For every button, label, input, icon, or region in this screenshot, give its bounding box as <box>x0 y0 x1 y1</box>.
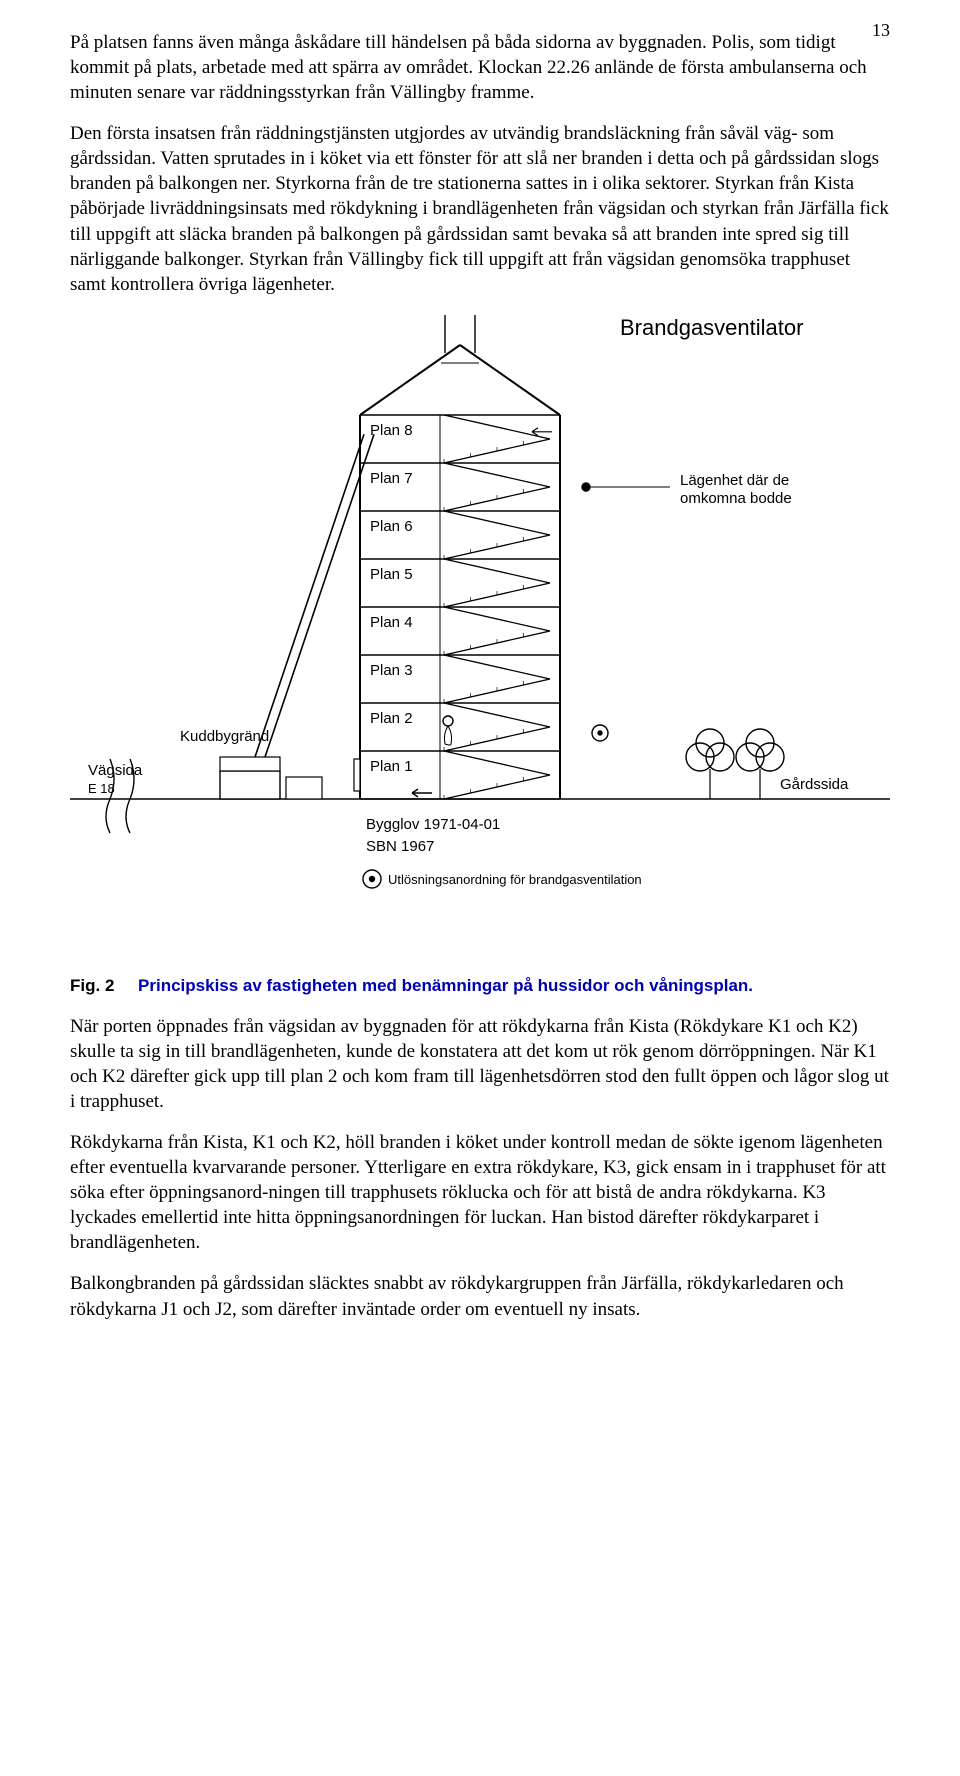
svg-text:Utlösningsanordning för brandg: Utlösningsanordning för brandgasventilat… <box>388 872 642 887</box>
svg-text:Kuddbygränd: Kuddbygränd <box>180 728 269 745</box>
svg-text:Plan 3: Plan 3 <box>370 662 413 679</box>
paragraph-3: När porten öppnades från vägsidan av byg… <box>70 1014 890 1114</box>
svg-text:Lägenhet där de: Lägenhet där de <box>680 472 789 489</box>
svg-text:SBN 1967: SBN 1967 <box>366 838 434 855</box>
svg-text:Gårdssida: Gårdssida <box>780 776 849 793</box>
svg-text:Plan 8: Plan 8 <box>370 422 413 439</box>
svg-text:omkomna bodde: omkomna bodde <box>680 490 792 507</box>
svg-text:E 18: E 18 <box>88 781 115 796</box>
paragraph-5: Balkongbranden på gårdssidan släcktes sn… <box>70 1271 890 1321</box>
figure-caption-text: Principskiss av fastigheten med benämnin… <box>138 976 753 995</box>
svg-text:Vägsida: Vägsida <box>88 762 143 779</box>
svg-text:Plan 5: Plan 5 <box>370 566 413 583</box>
paragraph-1: På platsen fanns även många åskådare til… <box>70 30 890 105</box>
svg-text:Plan 6: Plan 6 <box>370 518 413 535</box>
svg-text:Brandgasventilator: Brandgasventilator <box>620 315 803 340</box>
svg-text:Plan 2: Plan 2 <box>370 710 413 727</box>
page-number: 13 <box>872 20 890 41</box>
svg-text:Plan 1: Plan 1 <box>370 758 413 775</box>
building-diagram: Brandgasventilator Plan 8 Plan 7 Plan 6 Plan… <box>70 315 890 950</box>
svg-text:Plan 7: Plan 7 <box>370 470 413 487</box>
paragraph-2: Den första insatsen från räddningstjänst… <box>70 121 890 297</box>
svg-text:Bygglov 1971-04-01: Bygglov 1971-04-01 <box>366 816 500 833</box>
figure-caption-label: Fig. 2 <box>70 976 114 995</box>
figure-caption: Fig. 2 Principskiss av fastigheten med b… <box>70 976 890 996</box>
paragraph-4: Rökdykarna från Kista, K1 och K2, höll b… <box>70 1130 890 1255</box>
svg-text:Plan 4: Plan 4 <box>370 614 413 631</box>
